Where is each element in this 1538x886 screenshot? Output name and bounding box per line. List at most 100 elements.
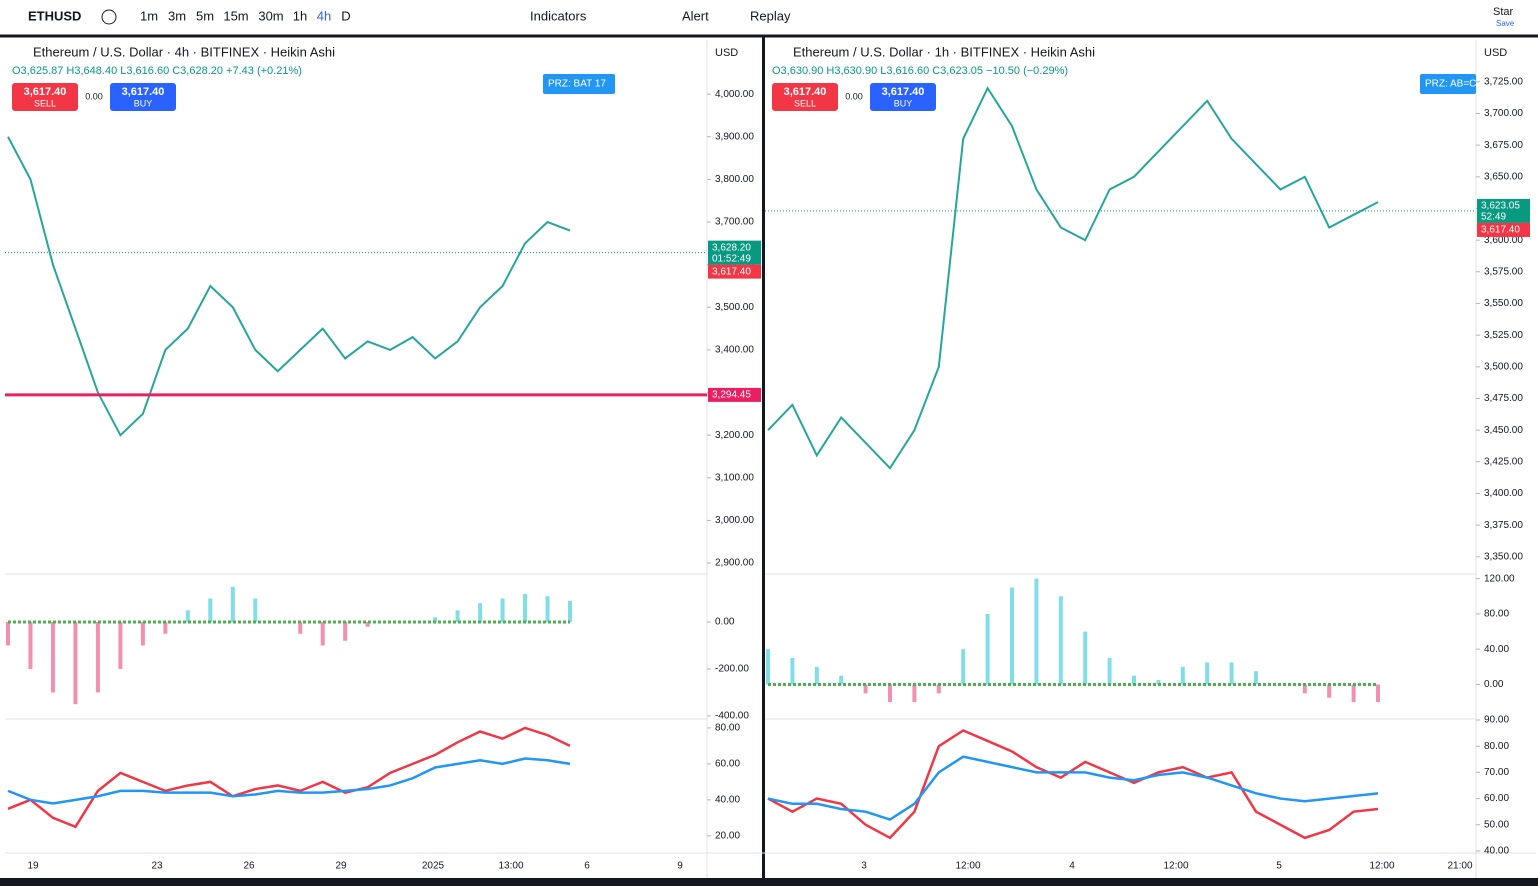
y-tick-label: 3,375.00 [1484, 520, 1523, 531]
macd-bar [1302, 684, 1307, 694]
y-tick-label: 3,600.00 [1484, 235, 1523, 246]
y-tick-label: 3,525.00 [1484, 330, 1523, 341]
sell-button[interactable] [12, 83, 78, 111]
spread: 0.00 [85, 91, 103, 101]
sell-label: SELL [34, 98, 56, 108]
y-tick-label: 0.00 [715, 617, 735, 628]
interval[interactable]: 5m [196, 8, 214, 23]
symbol[interactable]: ETHUSD [28, 8, 81, 23]
y-tick-label: 3,700.00 [715, 217, 754, 228]
last-tag [1477, 198, 1530, 223]
macd-bar [28, 622, 33, 669]
panel-header: Ethereum / U.S. Dollar · 1h · BITFINEX ·… [793, 44, 1095, 59]
macd-bar [1229, 662, 1234, 685]
y-tick-label: 70.00 [1484, 767, 1509, 778]
y-tick-label: 80.00 [715, 723, 740, 734]
bid-tag [1477, 222, 1530, 237]
alert[interactable]: Alert [682, 8, 709, 23]
macd-bar [1205, 662, 1210, 685]
panel-header: Ethereum / U.S. Dollar · 4h · BITFINEX ·… [33, 44, 335, 59]
macd-bar [985, 613, 990, 685]
macd-bar [1327, 684, 1332, 698]
macd-bar [50, 622, 55, 693]
interval[interactable]: 3m [168, 8, 186, 23]
bottom-border [0, 878, 1538, 886]
macd-bar [912, 684, 917, 703]
macd-bar [1107, 658, 1112, 685]
y-tick-label: 90.00 [1484, 715, 1509, 726]
panel-divider [762, 36, 765, 886]
interval[interactable]: 4h [317, 8, 331, 23]
toolbar [0, 0, 1538, 36]
countdown: 52:49 [1481, 212, 1506, 223]
interval[interactable]: 30m [258, 8, 283, 23]
time-label: 23 [151, 861, 163, 872]
macd-bar [1156, 680, 1161, 685]
macd-bar [961, 649, 966, 685]
y-tick-label: 3,500.00 [715, 302, 754, 313]
macd-bar [163, 622, 168, 634]
macd-bar [1180, 666, 1185, 685]
bid-label: 3,617.40 [712, 266, 751, 277]
time-label: 21:00 [1447, 861, 1472, 872]
sell-price: 3,617.40 [784, 86, 827, 98]
macd-bar [568, 600, 572, 623]
countdown: 01:52:49 [712, 253, 751, 264]
y-tick-label: 0.00 [1484, 679, 1504, 690]
y-tick-label: 3,100.00 [715, 472, 754, 483]
y-tick-label: 3,000.00 [715, 515, 754, 526]
y-tick-label: 60.00 [1484, 793, 1509, 804]
ohlc: O3,630.90 H3,630.90 L3,616.60 C3,623.05 … [772, 65, 1068, 77]
sell-button[interactable] [772, 83, 838, 111]
y-tick-label: 3,425.00 [1484, 456, 1523, 467]
y-tick-label: 80.00 [1484, 609, 1509, 620]
macd-bar [365, 622, 370, 627]
time-label: 5 [1276, 861, 1282, 872]
add-symbol[interactable] [101, 9, 117, 25]
y-tick-label: 4,000.00 [715, 89, 754, 100]
macd-bar [95, 622, 100, 693]
indicators[interactable]: Indicators [530, 8, 587, 23]
price-line [7, 136, 571, 437]
level-tag [708, 387, 761, 402]
level-label: 3,294.45 [712, 390, 751, 401]
currency[interactable]: USD [1484, 47, 1507, 59]
y-tick-label: 2,900.00 [715, 558, 754, 569]
buy-price: 3,617.40 [882, 86, 925, 98]
buy-button[interactable] [110, 83, 176, 111]
macd-bar [1351, 684, 1356, 703]
macd-bar [253, 598, 258, 623]
rsi-line [7, 726, 571, 829]
macd-bar [1132, 675, 1136, 685]
macd-bar [185, 610, 190, 623]
star[interactable]: Star [1493, 6, 1514, 18]
y-tick-label: 40.00 [1484, 644, 1509, 655]
macd-bar [545, 596, 550, 623]
interval[interactable]: 1h [293, 8, 307, 23]
y-tick-label: 3,200.00 [715, 430, 754, 441]
time-label: 29 [335, 861, 347, 872]
time-label: 19 [27, 861, 39, 872]
time-label: 12:00 [1163, 861, 1188, 872]
macd-bar [1083, 631, 1088, 685]
replay[interactable]: Replay [750, 8, 791, 23]
currency[interactable]: USD [715, 47, 738, 59]
last-label: 3,628.20 [712, 242, 751, 253]
macd-bar [814, 666, 819, 685]
interval[interactable]: 15m [223, 8, 248, 23]
macd-bar [1010, 587, 1014, 685]
macd-bar [6, 622, 10, 646]
macd-bar [936, 684, 941, 694]
sell-price: 3,617.40 [24, 86, 67, 98]
y-tick-label: 3,475.00 [1484, 393, 1523, 404]
y-tick-label: 20.00 [715, 830, 740, 841]
y-tick-label: 3,350.00 [1484, 551, 1523, 562]
y-tick-label: 3,400.00 [1484, 488, 1523, 499]
y-tick-label: 3,900.00 [715, 131, 754, 142]
macd-bar [118, 622, 123, 669]
buy-button[interactable] [870, 83, 936, 111]
interval[interactable]: 1m [140, 8, 158, 23]
save[interactable]: Save [1496, 19, 1515, 28]
interval[interactable]: D [341, 8, 350, 23]
